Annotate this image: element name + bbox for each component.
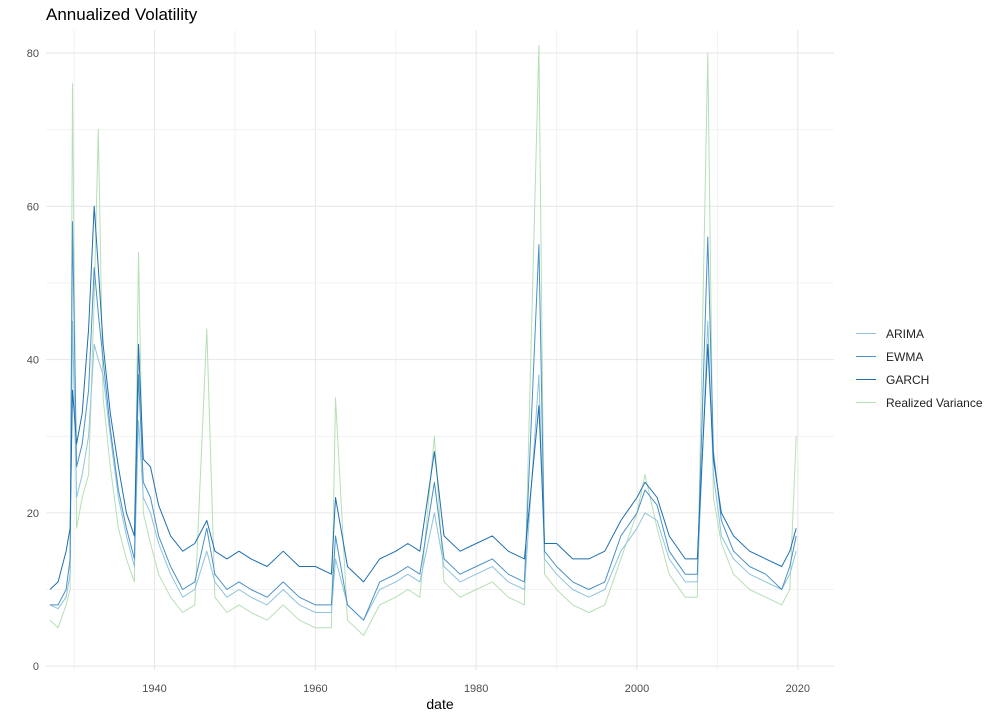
legend-swatch-realized-variance — [856, 402, 876, 403]
x-tick-label: 2020 — [786, 683, 810, 695]
series-layer — [49, 44, 797, 636]
series-line-garch — [49, 205, 797, 590]
legend-label-realized-variance: Realized Variance — [886, 395, 983, 410]
legend-label-ewma: EWMA — [886, 349, 924, 364]
y-tick-label: 20 — [27, 508, 39, 520]
legend-label-arima: ARIMA — [886, 326, 925, 341]
x-tick-label: 1960 — [303, 683, 327, 695]
grid-layer — [46, 30, 834, 670]
y-tick-label: 0 — [33, 661, 39, 673]
legend-swatch-garch — [856, 379, 876, 380]
series-line-realized-variance — [49, 44, 797, 636]
legend-label-garch: GARCH — [886, 372, 930, 387]
x-axis-label: date — [426, 696, 453, 712]
legend-swatch-arima — [856, 333, 876, 334]
legend-item-realized-variance[interactable]: Realized Variance — [856, 391, 983, 414]
axis-layer: 1940 1960 1980 2000 2020 0 20 40 60 80 — [27, 48, 810, 695]
legend-item-ewma[interactable]: EWMA — [856, 345, 983, 368]
series-line-arima — [49, 320, 797, 621]
x-tick-label: 1980 — [464, 683, 488, 695]
y-tick-label: 40 — [27, 355, 39, 367]
y-tick-label: 80 — [27, 48, 39, 60]
legend-item-arima[interactable]: ARIMA — [856, 322, 983, 345]
x-tick-label: 1940 — [142, 683, 166, 695]
legend-swatch-ewma — [856, 356, 876, 357]
legend-item-garch[interactable]: GARCH — [856, 368, 983, 391]
y-tick-label: 60 — [27, 201, 39, 213]
legend: ARIMA EWMA GARCH Realized Variance — [856, 322, 983, 414]
chart-title: Annualized Volatility — [46, 5, 198, 24]
series-line-ewma — [50, 221, 797, 621]
x-tick-label: 2000 — [625, 683, 649, 695]
